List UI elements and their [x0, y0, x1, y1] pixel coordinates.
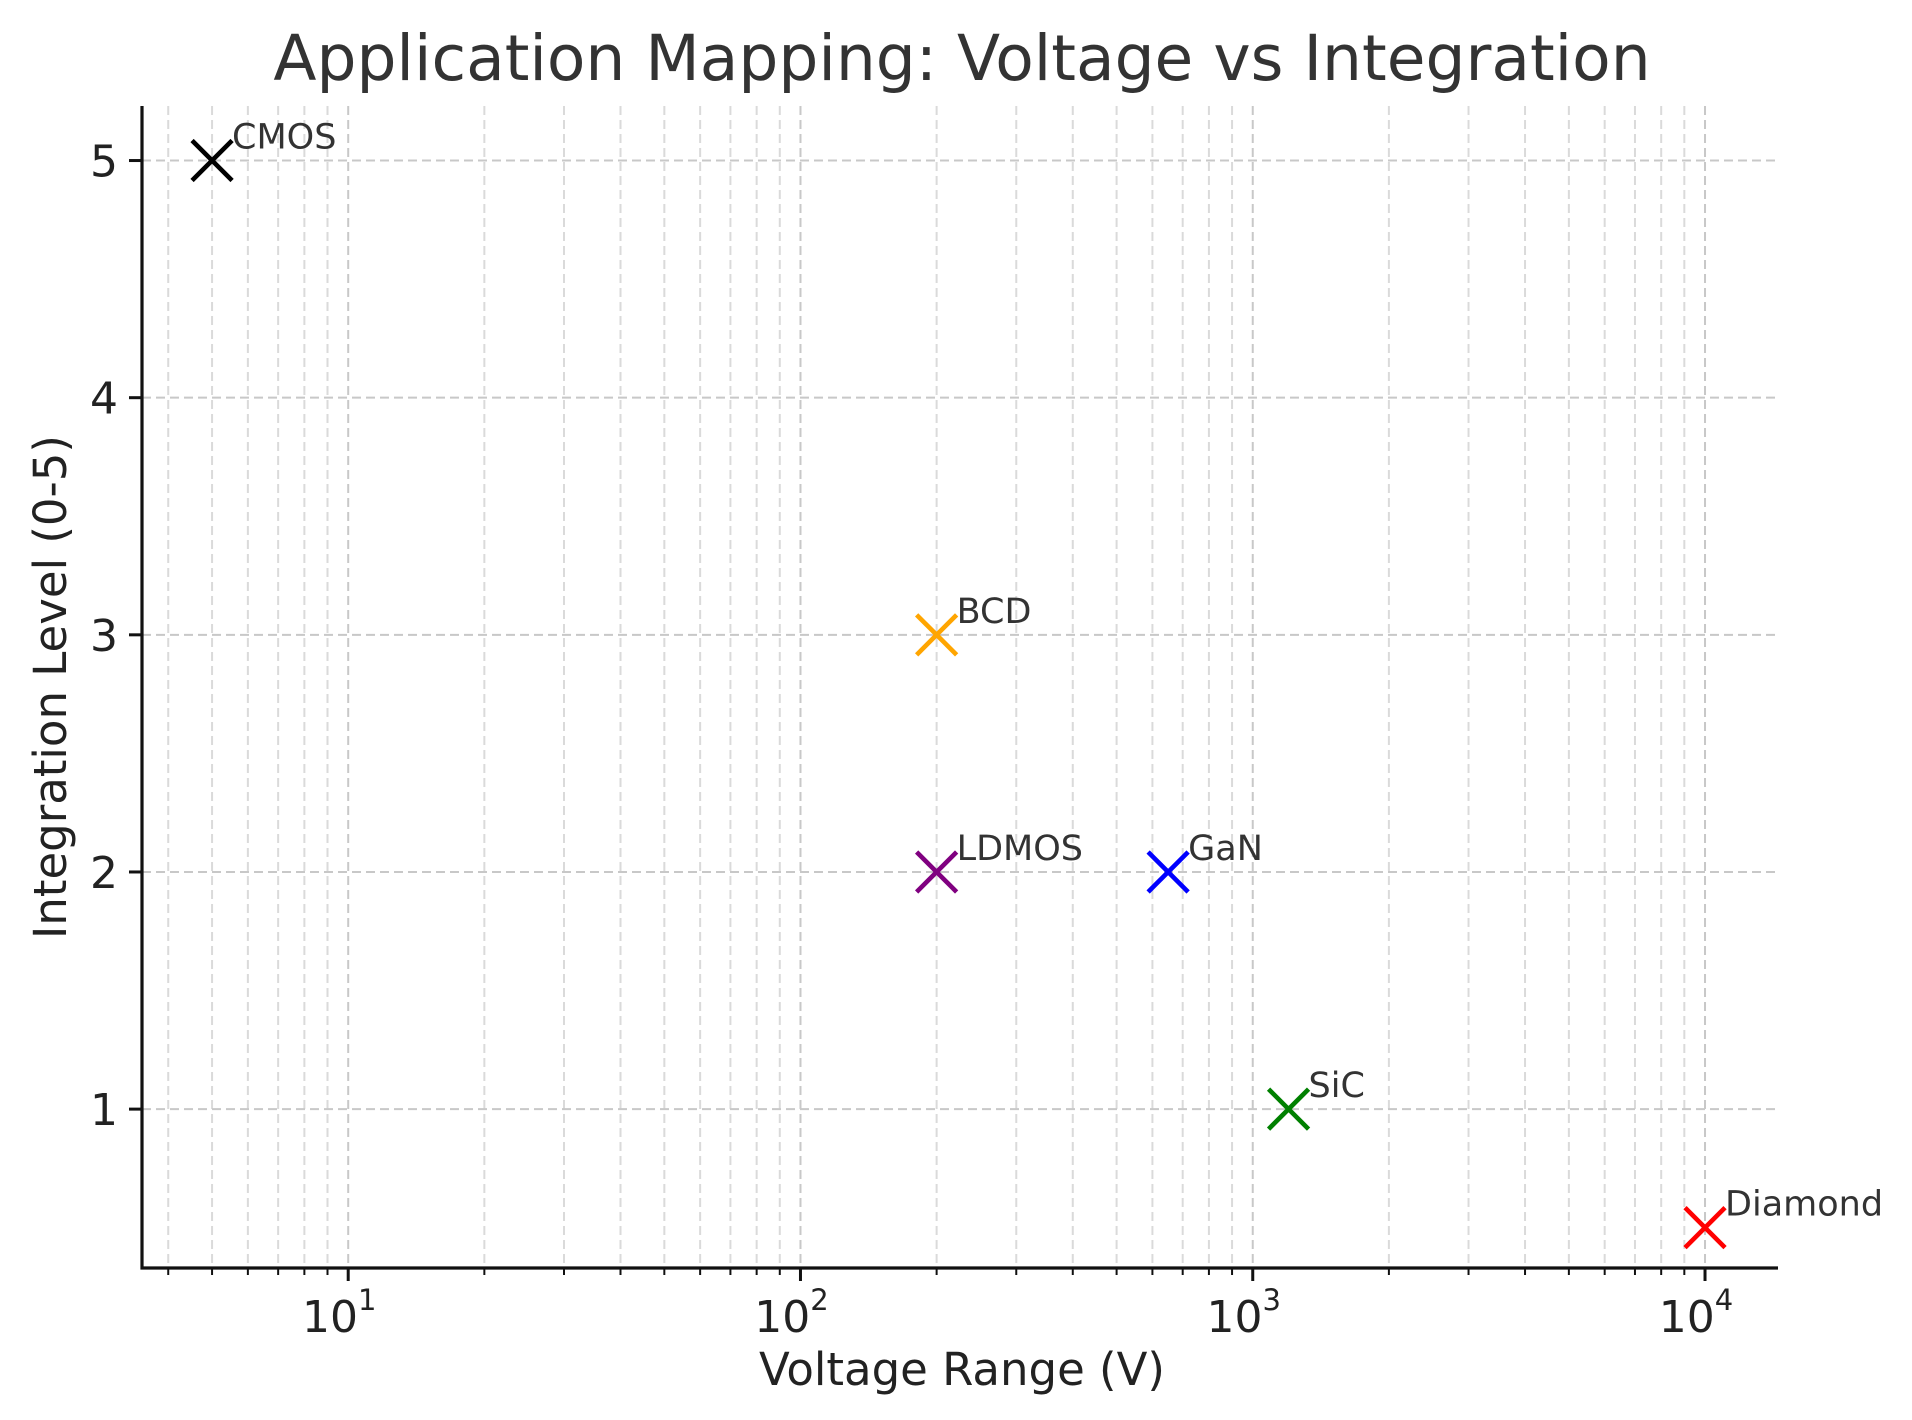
point-label: Diamond: [1725, 1185, 1883, 1225]
point-label: BCD: [957, 592, 1032, 632]
data-point-cmos: CMOS: [190, 118, 336, 183]
data-point-sic: SiC: [1266, 1066, 1365, 1131]
chart-title: Application Mapping: Voltage vs Integrat…: [273, 22, 1650, 95]
x-marker-stroke: [914, 850, 959, 894]
y-tick-label: 1: [90, 1085, 118, 1136]
x-marker-stroke: [914, 613, 959, 657]
data-point-ldmos: LDMOS: [914, 829, 1083, 894]
data-point-diamond: Diamond: [1683, 1185, 1883, 1250]
data-point-gan: GaN: [1146, 829, 1263, 894]
point-label: SiC: [1309, 1066, 1365, 1106]
y-tick-label: 2: [90, 848, 118, 899]
y-tick-label: 3: [90, 611, 118, 662]
point-label: LDMOS: [957, 829, 1083, 869]
axes: [140, 106, 1778, 1270]
x-marker-stroke: [1146, 850, 1190, 894]
y-tick-label: 4: [90, 374, 118, 425]
x-tick-label: 101: [302, 1283, 376, 1343]
data-points: CMOS BCD LDMOS GaN SiC Diamond: [190, 118, 1883, 1250]
x-marker-stroke: [190, 138, 234, 183]
point-label: GaN: [1188, 829, 1263, 869]
x-marker-stroke: [1683, 1206, 1727, 1250]
y-tick-label: 5: [90, 137, 118, 188]
grid: [142, 106, 1778, 1268]
point-label: CMOS: [232, 118, 336, 158]
y-axis-label: Integration Level (0-5): [24, 435, 77, 939]
x-tick-label: 102: [754, 1283, 828, 1343]
ticks: 101 102 103 104 1 2 3 4 5: [90, 137, 1733, 1343]
x-axis-label: Voltage Range (V): [759, 1343, 1165, 1396]
x-tick-label: 103: [1207, 1283, 1281, 1343]
data-point-bcd: BCD: [914, 592, 1032, 657]
x-tick-label: 104: [1659, 1283, 1733, 1343]
x-marker-stroke: [1266, 1087, 1311, 1131]
